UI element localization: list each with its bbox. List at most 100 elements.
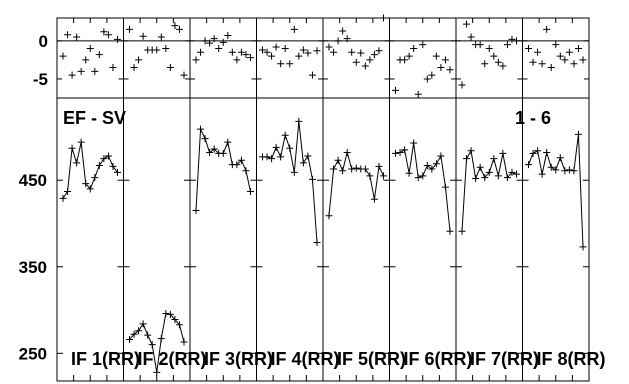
data-point bbox=[192, 207, 200, 215]
data-point bbox=[446, 227, 454, 235]
residual-point bbox=[370, 51, 378, 59]
residual-point bbox=[153, 46, 161, 54]
residual-point bbox=[494, 58, 502, 66]
residual-point bbox=[215, 44, 223, 52]
residual-point bbox=[357, 49, 365, 57]
residual-panel-frame bbox=[56, 17, 124, 99]
chart-title: EF - SV bbox=[63, 108, 126, 128]
residual-point bbox=[180, 71, 188, 79]
data-point bbox=[219, 149, 227, 157]
data-point bbox=[286, 144, 294, 152]
residual-point bbox=[126, 25, 133, 33]
data-point bbox=[414, 174, 422, 182]
residual-point bbox=[114, 35, 121, 43]
residual-point bbox=[375, 47, 383, 55]
residual-panel-frame bbox=[123, 17, 191, 99]
residual-series bbox=[59, 28, 121, 79]
data-point bbox=[162, 309, 170, 317]
residual-point bbox=[95, 51, 103, 59]
panel-label: IF 4(RR) bbox=[271, 349, 340, 369]
residual-point bbox=[410, 44, 418, 52]
main-panel-frame bbox=[56, 97, 124, 382]
value-series bbox=[525, 130, 587, 251]
data-point bbox=[295, 117, 303, 125]
data-point bbox=[330, 165, 338, 173]
data-point bbox=[166, 310, 174, 318]
data-point bbox=[401, 146, 409, 154]
data-point bbox=[503, 174, 511, 182]
residual-point bbox=[432, 52, 440, 60]
residual-point bbox=[543, 25, 551, 33]
panel-frames bbox=[56, 17, 590, 382]
panel-label: IF 3(RR) bbox=[204, 349, 273, 369]
y-tick-label-main: 450 bbox=[19, 171, 47, 190]
panel-label: IF 5(RR) bbox=[337, 349, 406, 369]
residual-point bbox=[352, 58, 360, 66]
residual-panel-frame bbox=[455, 17, 523, 99]
residual-point bbox=[91, 67, 99, 75]
residual-point bbox=[423, 75, 431, 83]
residual-point bbox=[490, 52, 498, 60]
series-line bbox=[461, 149, 517, 232]
residual-point bbox=[259, 46, 266, 54]
data-point bbox=[428, 165, 436, 173]
panel-label: IF 1(RR) bbox=[71, 349, 140, 369]
data-point bbox=[233, 161, 241, 169]
residual-point bbox=[277, 60, 285, 68]
residual-point bbox=[503, 41, 511, 49]
data-point bbox=[64, 187, 72, 195]
data-point bbox=[499, 149, 507, 157]
residual-point bbox=[343, 35, 351, 43]
residual-point bbox=[348, 48, 356, 56]
data-point bbox=[114, 168, 121, 176]
data-point bbox=[171, 316, 179, 324]
data-point bbox=[467, 147, 475, 155]
data-point bbox=[153, 368, 161, 376]
residual-point bbox=[361, 62, 369, 70]
data-point bbox=[148, 341, 156, 349]
y-tick-label-residual: -5 bbox=[33, 70, 48, 89]
residual-point bbox=[224, 32, 232, 40]
data-point bbox=[73, 159, 81, 167]
residual-point bbox=[171, 22, 179, 30]
residual-point bbox=[330, 48, 338, 56]
residual-point bbox=[268, 52, 276, 60]
residual-point bbox=[299, 46, 307, 54]
residual-point bbox=[513, 37, 520, 45]
series-line bbox=[328, 150, 384, 216]
data-point bbox=[463, 155, 471, 163]
residual-point bbox=[192, 56, 200, 64]
value-series bbox=[325, 149, 387, 220]
residual-point bbox=[481, 60, 489, 68]
residual-point bbox=[228, 48, 236, 56]
data-point bbox=[432, 160, 440, 168]
data-point bbox=[366, 172, 374, 180]
residual-point bbox=[525, 44, 532, 52]
main-panel-frame bbox=[256, 97, 324, 382]
data-point bbox=[242, 167, 250, 175]
residual-point bbox=[499, 62, 507, 70]
value-series bbox=[59, 138, 121, 202]
residual-panel-frame bbox=[256, 17, 324, 99]
axis-ticks bbox=[57, 18, 589, 381]
residual-point bbox=[538, 60, 546, 68]
residual-point bbox=[556, 52, 564, 60]
data-point bbox=[437, 152, 445, 160]
residual-point bbox=[201, 37, 209, 45]
residual-point bbox=[272, 43, 280, 51]
residual-point bbox=[197, 48, 205, 56]
residual-point bbox=[210, 35, 218, 43]
value-series bbox=[392, 139, 454, 235]
residual-point bbox=[529, 58, 537, 66]
data-point bbox=[144, 331, 152, 339]
data-point bbox=[547, 163, 555, 171]
residual-point bbox=[295, 52, 303, 60]
residual-point bbox=[561, 56, 569, 64]
residual-point bbox=[304, 49, 312, 57]
residual-series bbox=[126, 22, 188, 79]
data-point bbox=[508, 168, 516, 176]
data-point bbox=[579, 243, 587, 251]
residual-point bbox=[446, 66, 454, 74]
residual-point bbox=[405, 52, 413, 60]
data-point bbox=[206, 149, 214, 157]
